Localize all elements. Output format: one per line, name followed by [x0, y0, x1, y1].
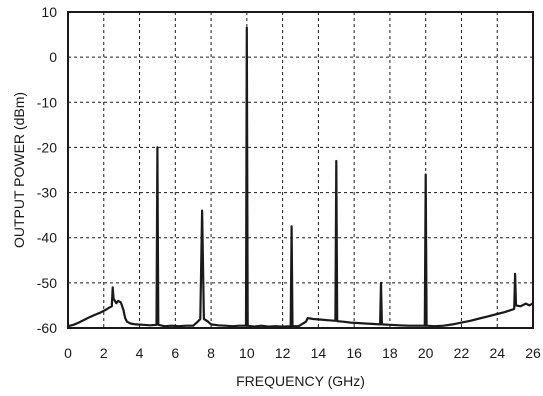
spectrum-line	[67, 26, 534, 328]
x-tick-label: 24	[489, 345, 505, 361]
x-tick-label: 12	[275, 345, 291, 361]
y-tick-label: -10	[37, 94, 57, 110]
x-tick-labels: 0 2 4 6 8 10 12 14 16 18 20 22 24 26	[64, 345, 541, 361]
x-tick-label: 16	[346, 345, 362, 361]
y-axis-label: OUTPUT POWER (dBm)	[11, 92, 27, 248]
grid-lines	[68, 12, 533, 328]
y-tick-label: 10	[41, 4, 57, 20]
y-tick-label: -60	[37, 320, 57, 336]
plot-frame	[67, 11, 534, 329]
x-tick-label: 0	[64, 345, 72, 361]
y-tick-labels: 10 0 -10 -20 -30 -40 -50 -60	[37, 4, 57, 336]
x-tick-label: 4	[136, 345, 144, 361]
y-tick-label: -20	[37, 139, 57, 155]
x-tick-label: 8	[207, 345, 215, 361]
y-tick-label: -40	[37, 230, 57, 246]
x-tick-label: 10	[239, 345, 255, 361]
y-tick-label: 0	[49, 49, 57, 65]
x-tick-label: 2	[100, 345, 108, 361]
series-group	[67, 26, 534, 328]
x-tick-label: 14	[311, 345, 327, 361]
x-tick-label: 22	[454, 345, 470, 361]
y-tick-label: -30	[37, 185, 57, 201]
x-tick-label: 6	[171, 345, 179, 361]
x-tick-label: 20	[418, 345, 434, 361]
y-tick-label: -50	[37, 275, 57, 291]
x-tick-label: 26	[525, 345, 541, 361]
x-axis-label: FREQUENCY (GHz)	[236, 373, 365, 389]
x-tick-label: 18	[382, 345, 398, 361]
